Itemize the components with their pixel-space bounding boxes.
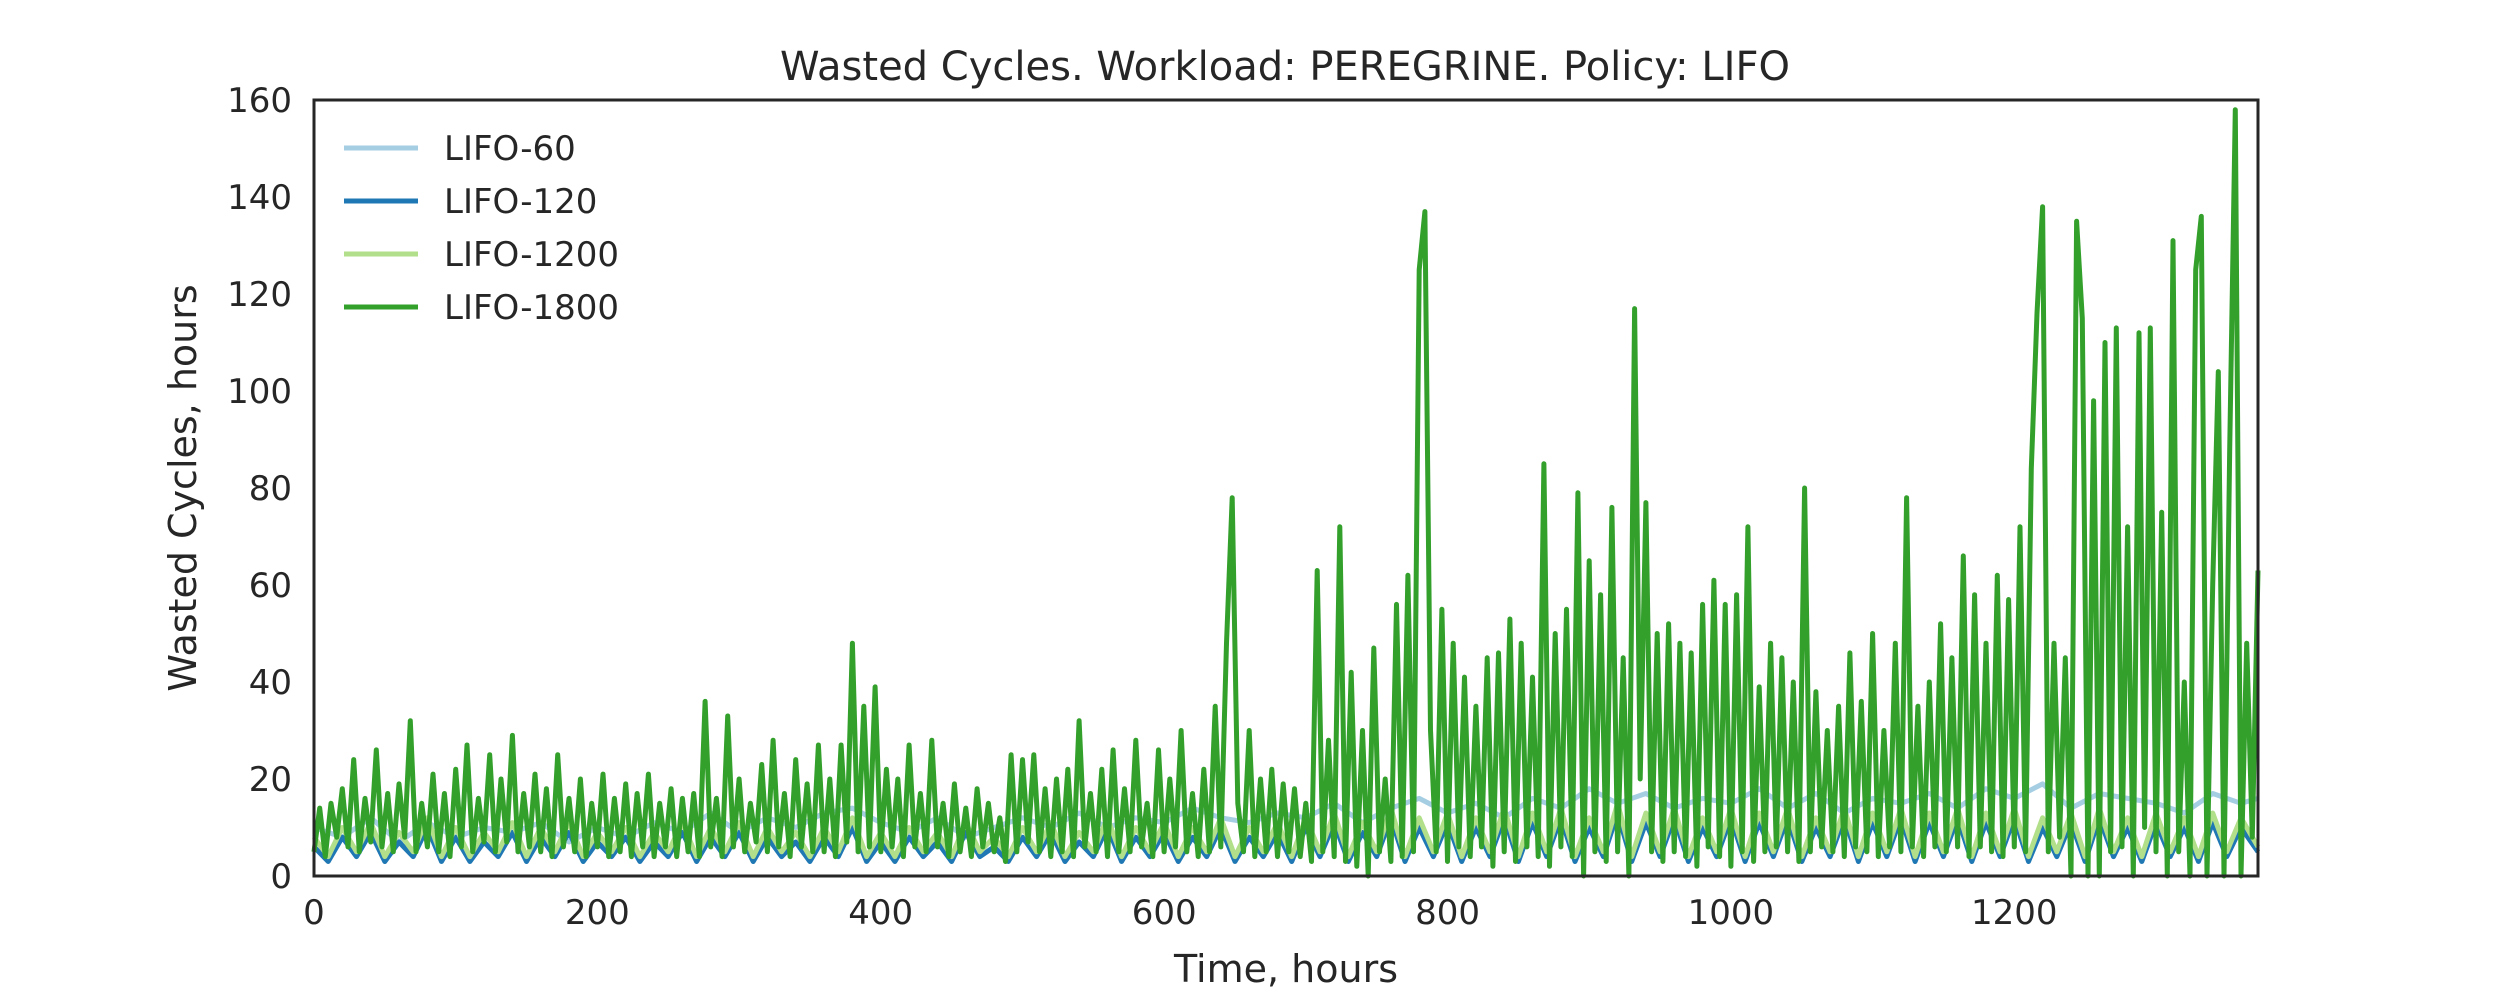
legend: LIFO-60 LIFO-120 LIFO-1200 LIFO-1800 xyxy=(344,129,619,328)
x-tick-label: 400 xyxy=(848,893,913,933)
legend-label: LIFO-60 xyxy=(444,129,576,169)
y-tick-label: 100 xyxy=(227,372,292,412)
series-line-lifo-1800 xyxy=(311,107,2261,879)
legend-label: LIFO-1800 xyxy=(444,288,619,328)
series-layer xyxy=(311,107,2261,879)
plot-frame xyxy=(312,98,2260,878)
x-tick-label: 1200 xyxy=(1971,893,2058,933)
y-tick-label: 60 xyxy=(249,566,292,606)
y-axis-ticks: 0 20 40 60 80 100 120 140 160 xyxy=(227,81,292,897)
y-tick-label: 80 xyxy=(249,469,292,509)
chart-title: Wasted Cycles. Workload: PEREGRINE. Poli… xyxy=(780,44,1790,90)
y-tick-label: 20 xyxy=(249,760,292,800)
y-tick-label: 160 xyxy=(227,81,292,121)
x-tick-label: 600 xyxy=(1132,893,1197,933)
y-tick-label: 140 xyxy=(227,178,292,218)
x-tick-label: 200 xyxy=(565,893,630,933)
x-tick-label: 800 xyxy=(1415,893,1480,933)
y-tick-label: 40 xyxy=(249,663,292,703)
legend-label: LIFO-120 xyxy=(444,182,597,222)
legend-label: LIFO-1200 xyxy=(444,235,619,275)
y-tick-label: 0 xyxy=(270,857,292,897)
x-axis-label: Time, hours xyxy=(1173,947,1398,991)
x-tick-label: 1000 xyxy=(1688,893,1775,933)
x-axis-ticks: 0 200 400 600 800 1000 1200 xyxy=(303,893,2057,933)
y-axis-label: Wasted Cycles, hours xyxy=(161,284,205,691)
x-tick-label: 0 xyxy=(303,893,325,933)
y-tick-label: 120 xyxy=(227,275,292,315)
